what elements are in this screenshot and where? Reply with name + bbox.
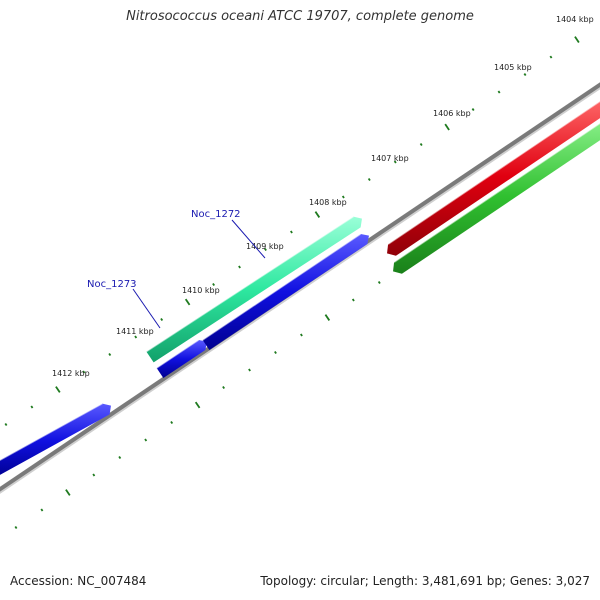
tick-mark bbox=[82, 370, 86, 374]
tick-mark bbox=[134, 335, 138, 339]
gene-callouts: Noc_1272 Noc_1273 bbox=[87, 209, 266, 329]
tick-mark bbox=[222, 386, 225, 390]
gene-noc-1272[interactable] bbox=[145, 215, 362, 363]
tick-mark bbox=[549, 55, 553, 59]
gene-features bbox=[0, 97, 600, 479]
gene-red-shape[interactable] bbox=[387, 97, 600, 256]
tick-mark bbox=[4, 423, 8, 427]
tick-mark bbox=[300, 333, 303, 337]
tick-label: 1412 kbp bbox=[52, 369, 90, 378]
tick-labels: 1404 kbp 1405 kbp 1406 kbp 1407 kbp 1408 kbp… bbox=[52, 15, 594, 378]
tick-mark bbox=[393, 160, 397, 164]
tick-label: 1406 kbp bbox=[433, 109, 471, 118]
gene-noc-1272-highlight bbox=[145, 215, 354, 353]
tick-label: 1411 kbp bbox=[116, 327, 154, 336]
tick-mark bbox=[170, 421, 174, 425]
tick-mark bbox=[194, 401, 201, 409]
gene-blue-2[interactable] bbox=[202, 233, 369, 350]
gene-red[interactable] bbox=[387, 97, 600, 256]
tick-label: 1405 kbp bbox=[494, 63, 532, 72]
tick-mark bbox=[248, 368, 251, 372]
tick-mark bbox=[324, 314, 331, 321]
gene-lightgreen[interactable] bbox=[393, 119, 600, 274]
gene-label[interactable]: Noc_1273 bbox=[87, 279, 137, 290]
gene-blue-left-highlight bbox=[0, 402, 103, 461]
gene-noc-1273-shape[interactable] bbox=[156, 340, 207, 378]
tick-mark bbox=[314, 211, 321, 218]
tick-mark bbox=[118, 456, 122, 460]
tick-mark bbox=[14, 526, 18, 530]
gene-blue-left[interactable] bbox=[0, 402, 111, 479]
tick-mark bbox=[184, 298, 191, 306]
tick-mark bbox=[30, 405, 34, 409]
tick-mark bbox=[377, 281, 381, 285]
tick-mark bbox=[238, 265, 241, 269]
tick-label: 1409 kbp bbox=[246, 242, 284, 251]
genome-summary-text: Topology: circular; Length: 3,481,691 bp… bbox=[260, 574, 590, 588]
gene-noc-1273-highlight bbox=[156, 339, 200, 369]
tick-label: 1404 kbp bbox=[556, 15, 594, 24]
gene-blue-2-highlight bbox=[202, 233, 362, 341]
tick-mark bbox=[444, 123, 450, 131]
tick-mark bbox=[471, 108, 475, 112]
gene-blue-2-shape[interactable] bbox=[202, 234, 369, 350]
tick-mark bbox=[574, 36, 580, 43]
tick-mark bbox=[55, 386, 61, 393]
tick-mark bbox=[212, 283, 215, 287]
tick-label: 1408 kbp bbox=[309, 198, 347, 207]
tick-mark bbox=[92, 473, 96, 477]
gene-label[interactable]: Noc_1272 bbox=[191, 209, 241, 220]
tick-mark bbox=[144, 438, 148, 442]
gene-lightgreen-highlight bbox=[393, 122, 600, 263]
gene-noc-1272-shape[interactable] bbox=[146, 216, 362, 363]
gene-red-highlight bbox=[387, 100, 600, 245]
tick-mark bbox=[65, 489, 71, 496]
map-title: Nitrosococcus oceani ATCC 19707, complet… bbox=[126, 9, 474, 24]
tick-mark bbox=[290, 230, 293, 234]
tick-mark bbox=[351, 298, 355, 302]
tick-mark bbox=[341, 195, 345, 199]
tick-mark bbox=[367, 178, 371, 182]
tick-mark bbox=[40, 508, 44, 512]
gene-blue-left-shape[interactable] bbox=[0, 403, 111, 479]
gene-lightgreen-shape[interactable] bbox=[393, 119, 600, 274]
tick-label: 1407 kbp bbox=[371, 154, 409, 163]
gene-noc-1273[interactable] bbox=[156, 339, 207, 378]
tick-mark bbox=[264, 248, 267, 252]
tick-mark bbox=[108, 353, 112, 357]
accession-text: Accession: NC_007484 bbox=[10, 574, 147, 588]
tick-label: 1410 kbp bbox=[182, 286, 220, 295]
tick-mark bbox=[419, 143, 423, 147]
callout-line bbox=[231, 219, 266, 259]
callout-line bbox=[132, 288, 161, 329]
tick-mark bbox=[523, 73, 527, 77]
tick-mark bbox=[160, 318, 164, 322]
tick-mark bbox=[497, 90, 501, 94]
tick-mark bbox=[274, 351, 277, 355]
